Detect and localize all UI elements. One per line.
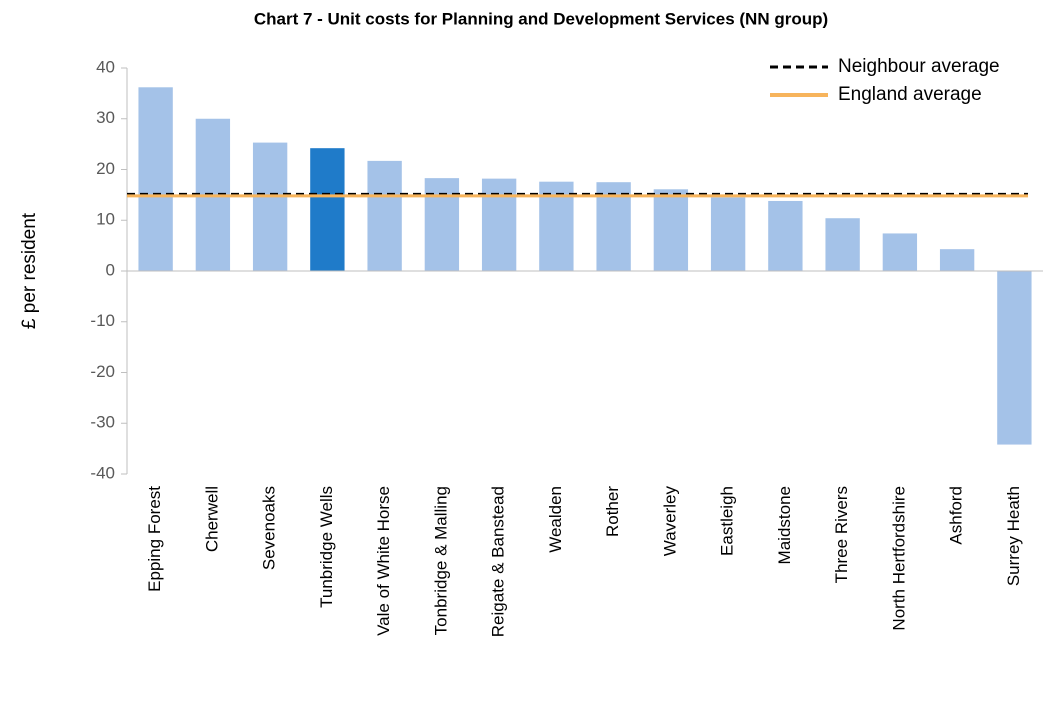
y-tick-label: -30 bbox=[90, 413, 115, 432]
y-tick-label: -40 bbox=[90, 463, 115, 482]
x-tick-label: Ashford bbox=[947, 486, 966, 545]
bar bbox=[997, 271, 1032, 445]
x-tick-label: Wealden bbox=[546, 486, 565, 553]
x-tick-label: Vale of White Horse bbox=[374, 486, 393, 636]
y-tick-label: -20 bbox=[90, 362, 115, 381]
x-tick-label: Epping Forest bbox=[145, 486, 164, 592]
x-tick-label: Reigate & Banstead bbox=[489, 486, 508, 637]
y-tick-label: -10 bbox=[90, 311, 115, 330]
chart-title: Chart 7 - Unit costs for Planning and De… bbox=[254, 9, 828, 28]
bar bbox=[825, 218, 860, 271]
x-tick-label: Tonbridge & Malling bbox=[431, 486, 450, 635]
bar bbox=[310, 148, 345, 271]
bar bbox=[882, 233, 918, 271]
y-axis-label: £ per resident bbox=[19, 212, 40, 329]
bar bbox=[138, 87, 173, 271]
x-tick-label: Eastleigh bbox=[718, 486, 737, 556]
y-tick-label: 20 bbox=[96, 159, 115, 178]
bar bbox=[710, 197, 746, 271]
bar bbox=[367, 160, 402, 271]
legend-label: England average bbox=[838, 84, 982, 105]
x-tick-label: Rother bbox=[603, 486, 622, 537]
y-tick-label: 40 bbox=[96, 57, 115, 76]
x-tick-label: Waverley bbox=[660, 486, 679, 557]
x-tick-label: Maidstone bbox=[775, 486, 794, 564]
bar bbox=[424, 178, 460, 271]
x-tick-label: Three Rivers bbox=[832, 486, 851, 583]
bar bbox=[653, 189, 689, 271]
x-tick-label: Surrey Heath bbox=[1004, 486, 1023, 586]
x-tick-label: Sevenoaks bbox=[260, 486, 279, 570]
bar bbox=[252, 142, 288, 271]
x-tick-label: Tunbridge Wells bbox=[317, 486, 336, 608]
bar bbox=[481, 178, 517, 271]
y-tick-label: 30 bbox=[96, 108, 115, 127]
bar bbox=[939, 249, 975, 271]
y-tick-label: 10 bbox=[96, 210, 115, 229]
legend-label: Neighbour average bbox=[838, 56, 1000, 77]
y-tick-label: 0 bbox=[106, 260, 115, 279]
x-tick-label: Cherwell bbox=[202, 486, 221, 552]
x-tick-label: North Hertfordshire bbox=[889, 486, 908, 631]
bar bbox=[768, 200, 803, 271]
